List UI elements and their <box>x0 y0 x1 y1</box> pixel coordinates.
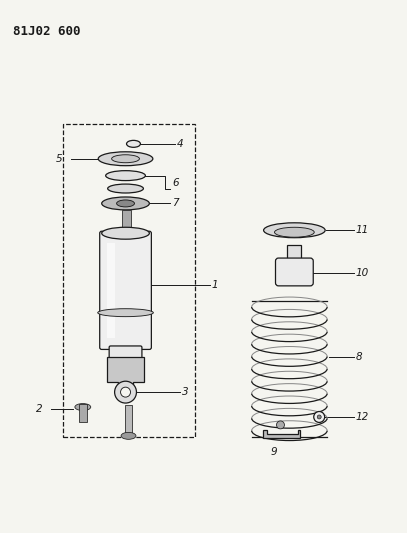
Ellipse shape <box>108 184 143 193</box>
Polygon shape <box>263 430 300 438</box>
Ellipse shape <box>106 171 145 181</box>
Ellipse shape <box>102 227 149 239</box>
Bar <box>79 404 87 422</box>
Ellipse shape <box>127 140 140 147</box>
Ellipse shape <box>121 432 136 439</box>
Text: 9: 9 <box>271 447 277 457</box>
Ellipse shape <box>112 155 140 163</box>
Text: 1: 1 <box>212 280 219 290</box>
Bar <box>63 124 195 437</box>
Ellipse shape <box>276 421 284 429</box>
Bar <box>125 405 133 433</box>
Text: 81J02 600: 81J02 600 <box>13 25 81 38</box>
Text: 10: 10 <box>356 268 369 278</box>
Ellipse shape <box>317 415 321 419</box>
Text: 11: 11 <box>356 225 369 235</box>
Text: 5: 5 <box>56 154 63 164</box>
Ellipse shape <box>120 387 131 397</box>
Text: 12: 12 <box>356 412 369 422</box>
Bar <box>287 245 301 265</box>
Bar <box>122 211 131 233</box>
Text: 6: 6 <box>172 177 179 188</box>
Ellipse shape <box>75 403 91 410</box>
FancyBboxPatch shape <box>276 258 313 286</box>
Ellipse shape <box>116 200 134 207</box>
Ellipse shape <box>314 411 325 423</box>
Polygon shape <box>107 357 144 399</box>
Text: 2: 2 <box>36 404 43 414</box>
FancyBboxPatch shape <box>100 231 151 350</box>
Ellipse shape <box>98 309 153 317</box>
Ellipse shape <box>102 197 149 210</box>
FancyBboxPatch shape <box>109 346 142 379</box>
Text: 4: 4 <box>177 139 184 149</box>
Ellipse shape <box>274 227 314 237</box>
Ellipse shape <box>264 223 325 238</box>
Ellipse shape <box>115 381 136 403</box>
Text: 3: 3 <box>182 387 189 397</box>
Text: 7: 7 <box>172 198 179 208</box>
Ellipse shape <box>98 152 153 166</box>
Bar <box>107 243 115 337</box>
Text: 8: 8 <box>356 352 363 362</box>
